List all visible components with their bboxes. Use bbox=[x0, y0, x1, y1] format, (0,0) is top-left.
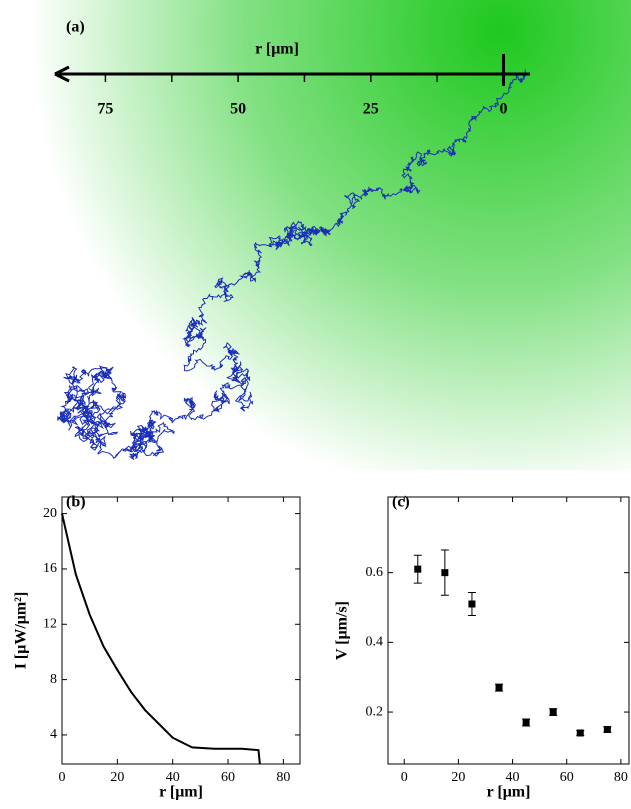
tick-label: 25 bbox=[363, 101, 379, 118]
plot-frame bbox=[61, 496, 301, 765]
data-point bbox=[467, 592, 476, 617]
y-tick-label: 16 bbox=[43, 561, 57, 576]
data-point bbox=[440, 549, 449, 596]
axis-arrow bbox=[54, 65, 70, 83]
x-tick-label: 60 bbox=[221, 770, 235, 785]
x-tick-label: 80 bbox=[614, 770, 628, 785]
x-tick-label: 0 bbox=[59, 770, 66, 785]
y-tick-label: 4 bbox=[50, 727, 57, 742]
curve bbox=[61, 513, 261, 765]
tick-label: 0 bbox=[499, 101, 507, 118]
y-tick-label: 12 bbox=[43, 616, 57, 631]
x-axis-title: r [μm] bbox=[159, 784, 203, 801]
x-tick-label: 60 bbox=[560, 770, 574, 785]
trajectory bbox=[56, 69, 527, 461]
marker bbox=[522, 719, 530, 727]
tick-label: 75 bbox=[97, 101, 113, 118]
marker bbox=[468, 600, 476, 608]
marker bbox=[495, 684, 503, 692]
marker bbox=[441, 569, 449, 577]
y-tick-label: 0.4 bbox=[366, 635, 384, 650]
data-point bbox=[549, 708, 558, 717]
x-tick-label: 20 bbox=[110, 770, 124, 785]
panel-label: (c) bbox=[392, 494, 410, 511]
intensity-background bbox=[0, 0, 631, 470]
marker bbox=[603, 725, 611, 733]
y-axis-title: V [μm/s] bbox=[334, 601, 351, 660]
data-point bbox=[576, 729, 585, 737]
y-tick-label: 0.6 bbox=[366, 565, 384, 580]
x-axis-title: r [μm] bbox=[487, 784, 531, 801]
x-tick-label: 20 bbox=[451, 770, 465, 785]
y-tick-label: 8 bbox=[50, 672, 57, 687]
marker bbox=[414, 565, 422, 573]
panel-label: (a) bbox=[66, 19, 85, 36]
panel-label: (b) bbox=[66, 494, 86, 511]
marker bbox=[549, 708, 557, 716]
data-point bbox=[495, 683, 504, 692]
data-point bbox=[603, 725, 612, 733]
data-point bbox=[413, 554, 422, 584]
y-tick-label: 0.2 bbox=[366, 704, 384, 719]
x-tick-label: 40 bbox=[166, 770, 180, 785]
marker bbox=[576, 729, 584, 737]
y-tick-label: 20 bbox=[43, 506, 57, 521]
x-tick-label: 0 bbox=[401, 770, 408, 785]
data-point bbox=[522, 718, 531, 727]
x-tick-label: 40 bbox=[506, 770, 520, 785]
tick-label: 50 bbox=[230, 101, 246, 118]
axis-title: r [μm] bbox=[255, 41, 299, 58]
y-axis-title: I [μW/μm²] bbox=[13, 592, 30, 670]
x-tick-label: 80 bbox=[276, 770, 290, 785]
plot-frame bbox=[387, 496, 630, 765]
